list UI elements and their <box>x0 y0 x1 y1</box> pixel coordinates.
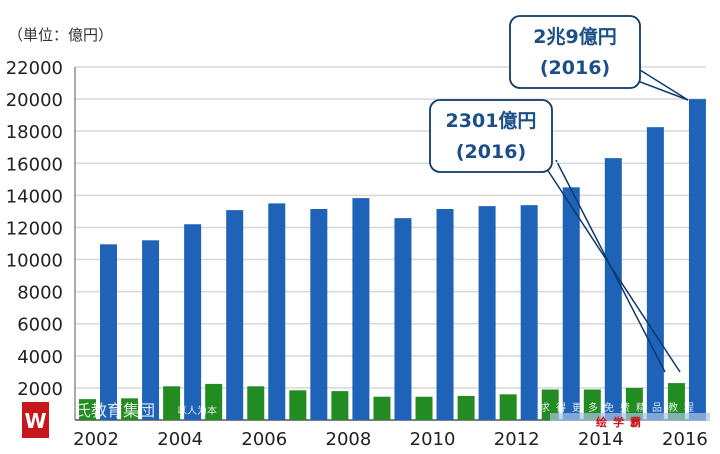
x-tick-label: 2014 <box>578 429 624 450</box>
callout-box-green <box>429 99 553 173</box>
bar-blue-2014 <box>604 158 622 420</box>
watermark-brand: 绘学霸 <box>596 415 647 429</box>
callout-green-value: 2301億円 <box>446 109 537 132</box>
y-tick-label: 6000 <box>17 315 63 336</box>
bar-blue-2012 <box>520 205 538 420</box>
bar-blue-2006 <box>268 203 286 420</box>
bar-green-2002 <box>79 399 96 420</box>
y-tick-label: 14000 <box>6 186 63 207</box>
bar-green-2011 <box>457 395 475 420</box>
bar-green-2009 <box>373 396 391 420</box>
x-tick-label: 2006 <box>241 429 287 450</box>
bar-blue-2013 <box>562 187 580 420</box>
bar-blue-2015 <box>646 127 664 420</box>
bar-green-2005 <box>205 383 223 420</box>
bar-blue-2011 <box>478 206 496 420</box>
bar-blue-2002 <box>100 244 117 420</box>
watermark-right: 求得更多免费精品教程 <box>540 401 700 414</box>
y-tick-label: 8000 <box>17 283 63 304</box>
x-tick-label: 2004 <box>157 429 203 450</box>
bar-green-2007 <box>289 390 307 420</box>
watermark: W 氏教育集団 以人为本 求得更多免费精品教程 绘学霸 <box>22 401 710 438</box>
logo-letter: W <box>24 409 46 433</box>
callout-blue-value: 2兆9億円 <box>533 25 616 48</box>
bar-blue-2008 <box>352 198 370 420</box>
x-tick-label: 2010 <box>410 429 456 450</box>
y-tick-label: 12000 <box>6 218 63 239</box>
bar-green-2004 <box>163 386 181 420</box>
unit-label: （単位：億円） <box>8 26 113 44</box>
bar-green-2015 <box>625 387 643 420</box>
y-tick-label: 16000 <box>6 154 63 175</box>
bar-blue-2004 <box>184 224 202 420</box>
bar-green-2003 <box>121 398 139 420</box>
y-tick-label: 22000 <box>6 58 63 79</box>
callout-green-year: (2016) <box>456 141 526 163</box>
watermark-left-small: 以人为本 <box>177 404 217 417</box>
bar-green-2010 <box>415 396 433 420</box>
bar-blue-2016 <box>688 99 706 420</box>
callout-blue-year: (2016) <box>540 57 610 79</box>
bar-green-2012 <box>499 394 517 420</box>
callout-box-blue <box>509 15 641 89</box>
bar-green-2014 <box>583 389 601 420</box>
bar-green-2006 <box>247 386 265 420</box>
y-tick-label: 2000 <box>17 379 63 400</box>
y-tick-label: 18000 <box>6 122 63 143</box>
bar-green-2013 <box>541 389 559 420</box>
bar-green-2016 <box>667 383 685 420</box>
watermark-left: 氏教育集団 <box>75 401 155 420</box>
bar-blue-2009 <box>394 218 412 420</box>
y-tick-label: 4000 <box>17 347 63 368</box>
y-tick-label: 10000 <box>6 251 63 272</box>
bar-blue-2005 <box>226 210 244 420</box>
bar-blue-2010 <box>436 209 454 420</box>
bar-green-2008 <box>331 391 349 420</box>
bar-blue-2003 <box>142 240 160 420</box>
x-tick-label: 2002 <box>73 429 119 450</box>
x-tick-label: 2012 <box>494 429 540 450</box>
bar-blue-2007 <box>310 209 328 420</box>
y-tick-label: 20000 <box>6 90 63 111</box>
x-tick-label: 2008 <box>326 429 372 450</box>
logo <box>22 402 49 438</box>
x-tick-label: 2016 <box>662 429 708 450</box>
